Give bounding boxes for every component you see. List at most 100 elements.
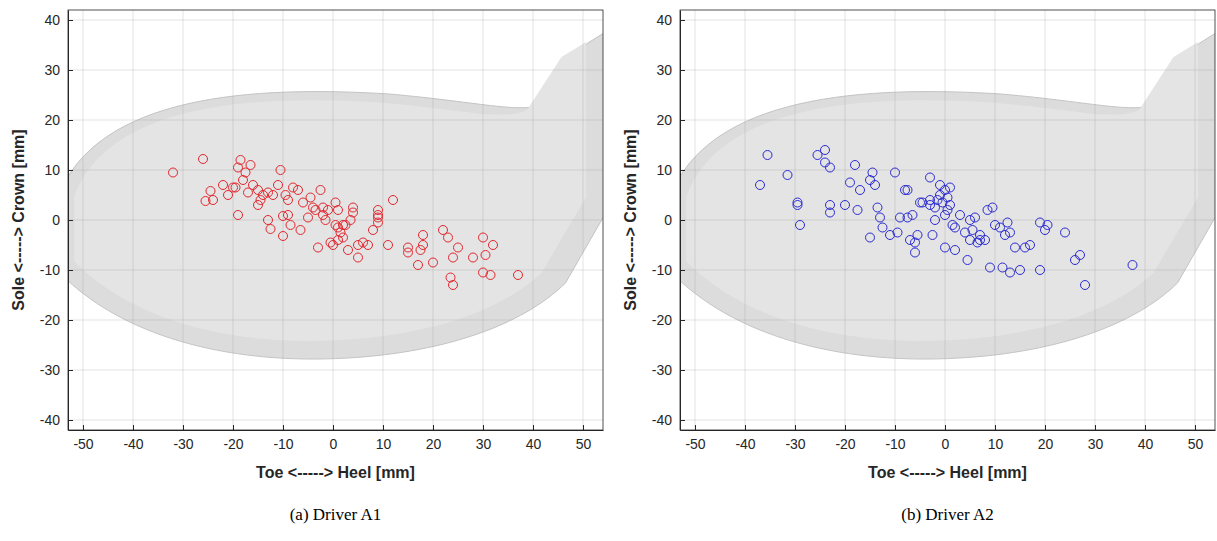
tick-label: -10 (652, 262, 672, 278)
tick-mark (680, 220, 685, 221)
tick-label: 50 (576, 436, 592, 452)
grid-line (680, 170, 1215, 171)
tick: -30 (785, 425, 805, 452)
point (1006, 228, 1015, 237)
point (294, 186, 303, 195)
y-axis: -40-30-20-10010203040 (40, 11, 73, 431)
point (289, 183, 298, 192)
point (951, 223, 960, 232)
tick: -10 (885, 425, 905, 452)
tick: -20 (40, 312, 73, 328)
tick-mark (680, 420, 685, 421)
tick-label: 20 (656, 112, 672, 128)
tick-mark (533, 425, 534, 430)
figure: -50-40-30-20-1001020304050-40-30-20-1001… (0, 0, 1217, 541)
tick-label: 30 (1088, 436, 1104, 452)
point (316, 186, 325, 195)
point (1036, 266, 1045, 275)
x-axis: -50-40-30-20-1001020304050 (69, 425, 604, 452)
point (1021, 243, 1030, 252)
plot-frame (68, 10, 603, 430)
point (946, 201, 955, 210)
point (306, 193, 315, 202)
tick-mark (695, 425, 696, 430)
tick: -20 (835, 425, 855, 452)
point (449, 253, 458, 262)
point (876, 213, 885, 222)
point (963, 256, 972, 265)
point (971, 213, 980, 222)
tick-mark (68, 420, 73, 421)
point (821, 158, 830, 167)
tick-label: -50 (73, 436, 93, 452)
club-face (74, 42, 586, 341)
point (986, 263, 995, 272)
point (374, 218, 383, 227)
grid-line (68, 20, 603, 21)
point (1076, 251, 1085, 260)
point (404, 248, 413, 257)
point (206, 187, 215, 196)
tick-label: -20 (652, 312, 672, 328)
panel-caption: (a) Driver A1 (290, 505, 382, 524)
point (419, 241, 428, 250)
point (344, 246, 353, 255)
tick: 20 (1038, 425, 1054, 452)
tick-mark (583, 425, 584, 430)
tick: 0 (52, 212, 73, 228)
tick-label: 0 (52, 212, 60, 228)
point (846, 178, 855, 187)
tick-mark (68, 170, 73, 171)
point (354, 241, 363, 250)
tick-mark (680, 320, 685, 321)
tick-mark (68, 120, 73, 121)
tick: -40 (652, 412, 685, 428)
grid-line (680, 70, 1215, 71)
tick: -50 (73, 425, 93, 452)
point (928, 231, 937, 240)
tick-mark (133, 425, 134, 430)
tick: 20 (656, 112, 685, 128)
tick-label: 40 (526, 436, 542, 452)
tick-mark (745, 425, 746, 430)
point (209, 196, 218, 205)
tick-label: 10 (656, 162, 672, 178)
point (349, 203, 358, 212)
tick: -10 (273, 425, 293, 452)
club-head (680, 27, 1215, 359)
tick: 10 (376, 425, 392, 452)
point (279, 232, 288, 241)
tick-mark (680, 120, 685, 121)
tick: -10 (652, 262, 685, 278)
point (873, 203, 882, 212)
point (896, 213, 905, 222)
tick: 20 (426, 425, 442, 452)
grid-line (68, 170, 603, 171)
point (1128, 261, 1137, 270)
point (756, 181, 765, 190)
tick-mark (183, 425, 184, 430)
tick-label: 0 (330, 436, 338, 452)
point (1001, 231, 1010, 240)
point (296, 226, 305, 235)
point (991, 221, 1000, 230)
tick-label: 10 (376, 436, 392, 452)
point (314, 243, 323, 252)
point (1081, 281, 1090, 290)
point (419, 231, 428, 240)
tick-label: -50 (685, 436, 705, 452)
point (931, 216, 940, 225)
point (276, 166, 285, 175)
tick-label: 40 (44, 12, 60, 28)
point (966, 216, 975, 225)
point (286, 221, 295, 230)
tick: -20 (652, 312, 685, 328)
point (1071, 256, 1080, 265)
tick-label: -30 (785, 436, 805, 452)
point (319, 211, 328, 220)
point (913, 231, 922, 240)
tick-mark (945, 425, 946, 430)
tick-mark (795, 425, 796, 430)
point (266, 225, 275, 234)
point (199, 155, 208, 164)
